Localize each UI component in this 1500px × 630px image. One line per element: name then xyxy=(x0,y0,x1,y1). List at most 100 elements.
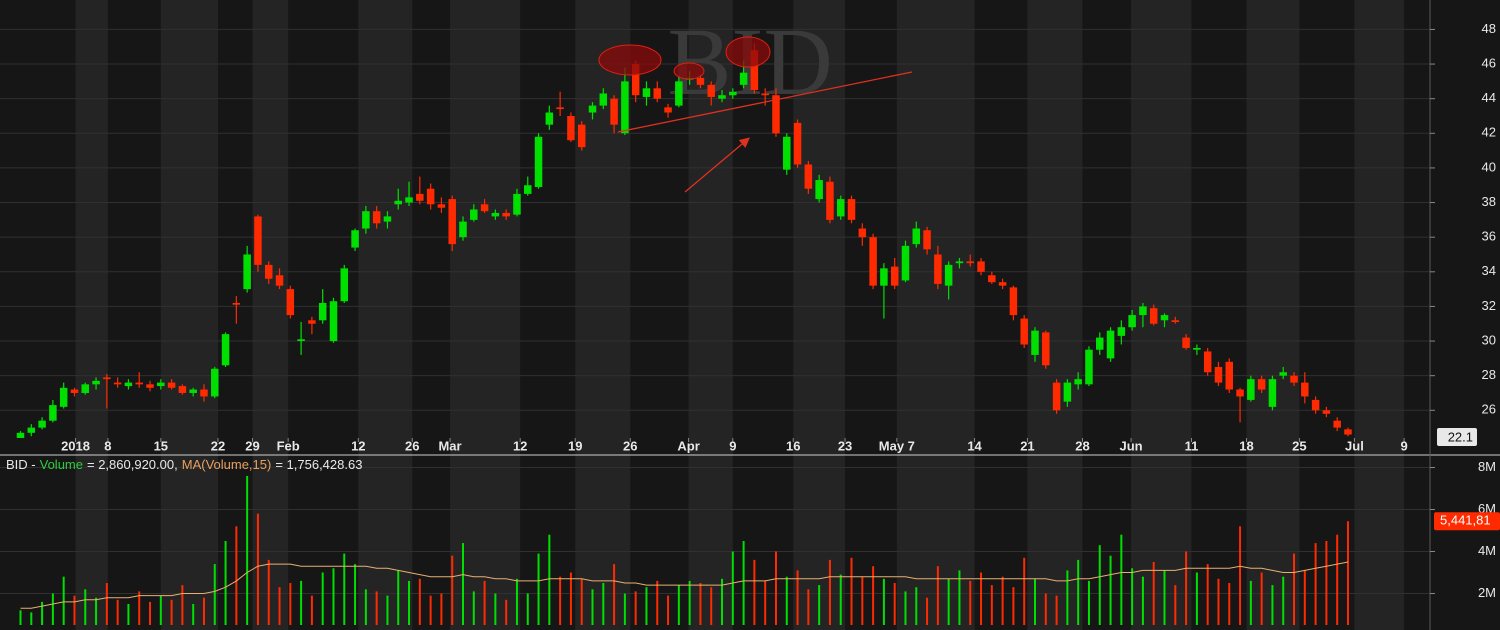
volume-bar xyxy=(774,551,777,625)
volume-bar xyxy=(1249,580,1252,625)
week-band xyxy=(1027,0,1083,630)
volume-bar xyxy=(1077,559,1080,625)
axes: 2018 8 15 22 29 Feb 12 26 Mar 12 19 26 Apr 9 16 23 May 7… xyxy=(61,21,1500,600)
volume-bar xyxy=(1001,576,1004,625)
volume-bar xyxy=(256,513,259,625)
volume-bar xyxy=(613,564,616,625)
x-tick-label: 26 xyxy=(623,438,637,453)
volume-bar xyxy=(1174,585,1177,625)
volume-bar xyxy=(634,591,637,625)
candle-body xyxy=(836,199,845,217)
volume-bar xyxy=(1098,545,1101,625)
x-tick-label: 9 xyxy=(1400,438,1407,453)
volume-bar xyxy=(677,585,680,625)
volume-bar xyxy=(278,587,281,625)
candle-body xyxy=(793,122,802,165)
volume-bar xyxy=(1293,553,1296,625)
highlight-ellipse xyxy=(598,44,662,76)
candle-body xyxy=(826,181,834,220)
y-tick-label: 28 xyxy=(1482,367,1496,382)
volume-bar xyxy=(116,599,119,625)
volume-bar xyxy=(1163,570,1166,625)
volume-bar xyxy=(30,612,33,625)
x-tick-label: 28 xyxy=(1075,438,1089,453)
volume-bar xyxy=(192,604,195,625)
volume-bar xyxy=(343,553,346,625)
header-ma-value: = 1,756,428.63 xyxy=(275,457,362,472)
candle-body xyxy=(1042,332,1050,366)
candle-body xyxy=(642,88,651,97)
candle-body xyxy=(880,268,888,286)
volume-bar xyxy=(559,576,562,625)
candle-body xyxy=(1290,375,1298,383)
candle-body xyxy=(157,382,165,387)
candle-body xyxy=(1236,389,1244,397)
y-tick-label: 36 xyxy=(1482,229,1496,244)
volume-bar xyxy=(170,599,173,625)
volume-bar xyxy=(418,578,421,625)
volume-bar xyxy=(1055,595,1058,625)
candle-body xyxy=(1160,315,1169,321)
y2-tick-label: 2M xyxy=(1478,585,1496,600)
volume-bar xyxy=(645,587,648,625)
candle-body xyxy=(847,199,856,220)
candle-body xyxy=(675,81,683,106)
week-band xyxy=(75,0,108,630)
candle-body xyxy=(470,209,478,220)
neckline xyxy=(617,71,913,133)
volume-bar xyxy=(569,572,572,625)
volume-bar xyxy=(1066,570,1069,625)
volume-bar xyxy=(602,583,605,625)
volume-bar xyxy=(1141,576,1144,625)
candle-body xyxy=(286,289,295,316)
candle-body xyxy=(103,377,111,380)
volume-bar xyxy=(1195,572,1198,625)
candle-body xyxy=(707,84,715,97)
candle-body xyxy=(405,197,413,203)
candle-body xyxy=(1020,318,1028,345)
x-tick-label: 8 xyxy=(104,438,111,453)
header-volume: Volume xyxy=(40,457,83,472)
last-volume-label: 5,441,81 xyxy=(1440,513,1491,528)
candle-body xyxy=(59,387,68,407)
x-tick-label: 15 xyxy=(154,438,168,453)
candle-body xyxy=(1193,347,1201,350)
y2-tick-label: 6M xyxy=(1478,501,1496,516)
candle-body xyxy=(448,199,456,245)
volume-bar xyxy=(375,591,378,625)
candle-body xyxy=(362,211,370,229)
candle-body xyxy=(966,261,974,264)
volume-bar xyxy=(1282,576,1285,625)
grid xyxy=(0,28,1430,594)
volume-bar xyxy=(354,564,357,625)
volume-panel xyxy=(19,476,1349,625)
x-tick-label: 16 xyxy=(786,438,800,453)
volume-bar xyxy=(483,580,486,625)
candle-body xyxy=(901,245,910,281)
y-tick-label: 34 xyxy=(1482,263,1496,278)
candle-body xyxy=(977,261,985,272)
candle-body xyxy=(1311,399,1320,411)
volume-bar xyxy=(721,578,724,625)
candle-body xyxy=(297,339,305,342)
x-tick-label: May 7 xyxy=(879,438,915,453)
candle-body xyxy=(340,268,349,302)
candle-body xyxy=(696,77,705,85)
y-tick-label: 38 xyxy=(1482,194,1496,209)
candle-body xyxy=(1279,372,1287,376)
volume-bar xyxy=(1314,543,1317,625)
y-tick-label: 40 xyxy=(1482,159,1496,174)
candle-body xyxy=(631,64,640,96)
last-price-label: 22.1 xyxy=(1448,429,1473,444)
candle-body xyxy=(318,302,327,321)
candle-body xyxy=(480,204,489,212)
candle-body xyxy=(178,386,187,393)
volume-bar xyxy=(1303,570,1306,625)
volume-bar xyxy=(1325,541,1328,625)
volume-bar xyxy=(580,578,583,625)
last-price-box xyxy=(1437,428,1477,446)
y2-tick-label: 4M xyxy=(1478,543,1496,558)
candle-body xyxy=(200,389,208,397)
volume-ma-line xyxy=(20,561,1349,609)
x-tick-label: 18 xyxy=(1239,438,1253,453)
